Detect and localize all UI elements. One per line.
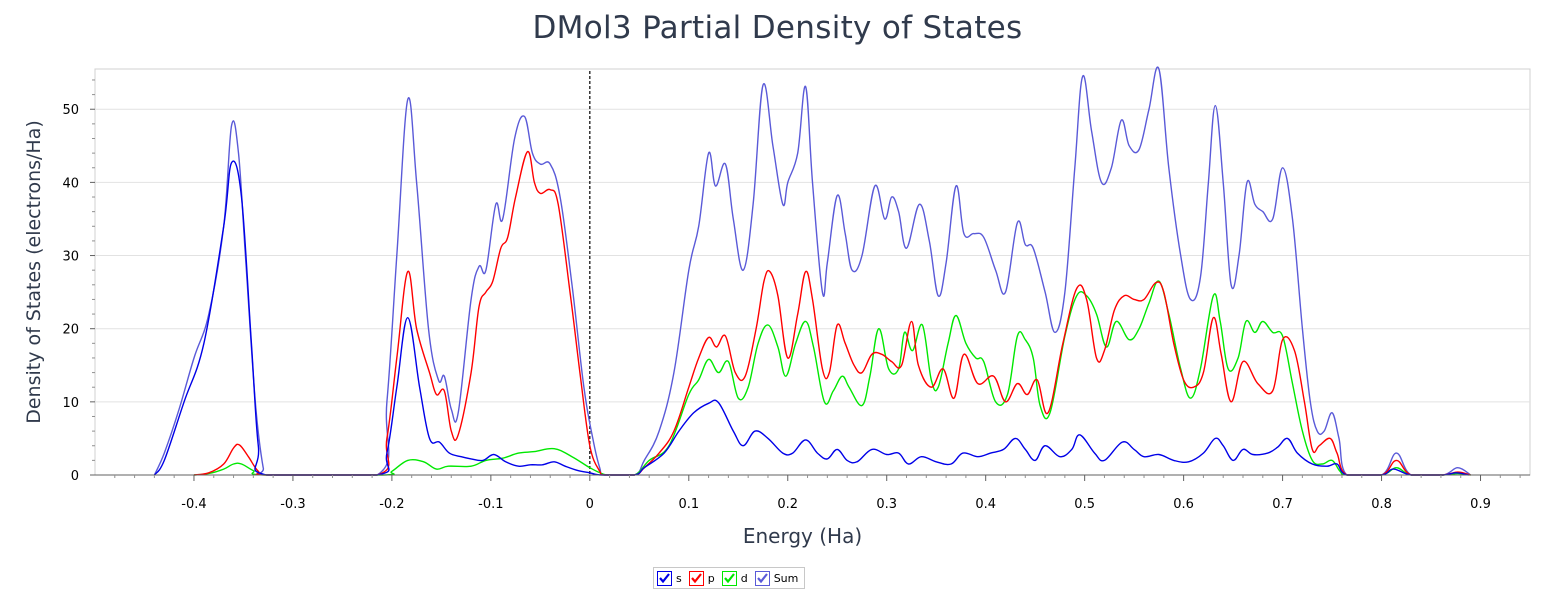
y-tick-label: 50 [62,103,79,118]
checkbox-d[interactable] [721,570,737,586]
x-axis-label: Energy (Ha) [742,524,863,548]
y-tick-label: 0 [71,469,79,484]
legend-label-sum: Sum [773,571,799,585]
y-tick-label: 40 [62,176,79,191]
legend-label-p: p [707,571,715,585]
series-layer [153,66,1471,476]
plot-frame [94,68,1531,476]
legend: s p d Sum [653,567,806,589]
x-tick-label: 0.1 [678,497,699,512]
legend-item-d[interactable]: d [721,570,748,586]
x-tick-label: 0.6 [1173,497,1194,512]
x-tick-label: 0.5 [1074,497,1095,512]
legend-item-s[interactable]: s [657,570,682,586]
x-tick-label: -0.4 [181,497,206,512]
x-tick-label: -0.1 [478,497,503,512]
axes: 0 10 20 30 40 50 -0.4 -0.3 -0.2 -0.1 0 0.1 0.2 0.3 0.4… [62,79,1530,512]
legend-label-s: s [676,571,682,585]
grid [94,68,1531,476]
x-tick-label: -0.3 [280,497,305,512]
series-line-p [193,150,1471,476]
legend-item-sum[interactable]: Sum [754,570,799,586]
y-tick-label: 10 [62,396,79,411]
x-tick-label: 0.8 [1371,497,1392,512]
legend-item-p[interactable]: p [688,570,715,586]
x-tick-label: 0.2 [777,497,798,512]
legend-label-d: d [740,571,748,585]
checkbox-s[interactable] [657,570,672,586]
x-tick-label: 0.3 [876,497,897,512]
y-tick-label: 30 [62,250,79,265]
chart-title: DMol3 Partial Density of States [532,10,1023,46]
series-line-d [193,280,1471,476]
checkbox-sum[interactable] [754,570,770,586]
x-tick-label: 0.7 [1272,497,1293,512]
x-tick-label: 0 [586,497,594,512]
series-line-s [153,160,1469,476]
x-tick-label: 0.9 [1470,497,1491,512]
x-tick-label: 0.4 [975,497,996,512]
x-tick-label: -0.2 [379,497,404,512]
checkbox-p[interactable] [688,570,704,586]
series-line-sum [153,66,1471,476]
y-tick-label: 20 [62,323,79,338]
